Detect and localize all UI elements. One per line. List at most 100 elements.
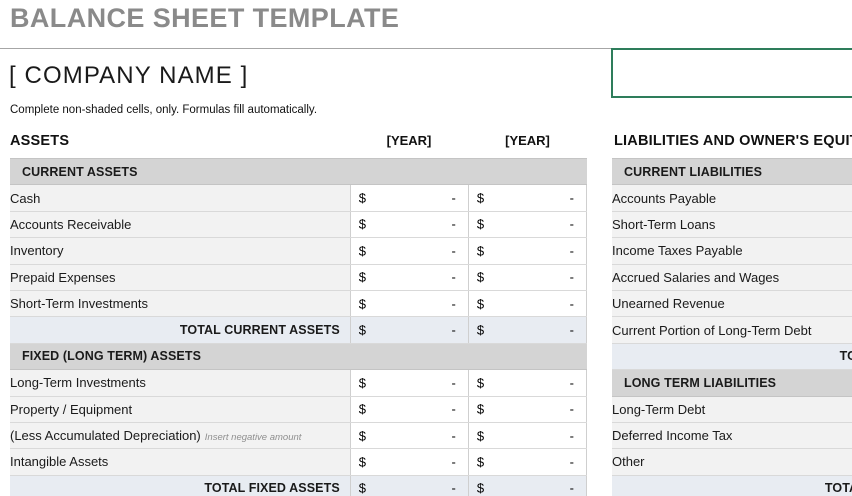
row-label-cell[interactable]: Accounts Receivable [10,210,351,239]
currency-symbol: $ [358,190,367,206]
amount-value: - [451,269,456,285]
table-row: Inventory $ - $ - [10,237,588,265]
row-label-cell[interactable]: Accrued Salaries and Wages [612,263,852,291]
row-label-cell[interactable]: Accounts Payable [612,184,852,212]
currency-symbol: $ [476,322,485,338]
row-label-cell[interactable]: Long-Term Investments [10,369,351,397]
amount-value: - [451,375,456,391]
row-label-cell[interactable]: Cash [10,184,351,212]
amount-cell-1[interactable]: $ - [349,474,469,496]
amount-cell-2[interactable]: $ - [467,289,588,318]
row-label-cell[interactable]: Inventory [10,237,351,265]
row-label-cell: FIXED (LONG TERM) ASSETS [10,342,351,371]
currency-symbol: $ [358,296,367,312]
page-title: BALANCE SHEET TEMPLATE [10,3,400,33]
row-label-cell[interactable]: Current Portion of Long-Term Debt [612,316,852,344]
row-label-cell[interactable]: Property / Equipment [10,395,351,423]
amount-value: - [451,296,456,312]
row-label: Long-Term Debt [612,401,706,417]
amount-cell-2[interactable]: $ - [467,395,588,423]
liabilities-heading: LIABILITIES AND OWNER'S EQUITY [614,133,852,149]
row-label-cell: TOTAL CURRENT LIABILITIES [612,342,852,371]
amount-cell-2[interactable]: $ - [467,316,588,344]
amount-cell-1[interactable]: $ - [349,395,469,423]
amount-cell-2[interactable]: $ - [467,474,588,496]
row-label: Inventory [10,243,64,259]
row-label-cell[interactable]: Other [612,448,852,476]
amount-cell-1[interactable]: $ - [349,369,469,397]
logo-placeholder-box[interactable] [611,48,852,98]
row-label-cell[interactable]: Short-Term Loans [612,210,852,239]
currency-symbol: $ [358,216,367,232]
amount-cell-1[interactable]: $ - [349,263,469,291]
amount-cell-2[interactable]: $ - [467,210,588,239]
currency-symbol: $ [358,243,367,259]
row-label-cell[interactable]: (Less Accumulated Depreciation) Insert ne… [10,421,351,450]
table-row: Long-Term Debt [612,395,852,423]
currency-symbol: $ [476,401,485,417]
amount-value: - [451,401,456,417]
amount-cell-1[interactable]: $ - [349,289,469,318]
amount-value: - [569,454,574,470]
row-label: Cash [10,190,41,206]
currency-symbol: $ [476,454,485,470]
table-row: Cash $ - $ - [10,184,588,212]
amount-cell-2[interactable]: $ - [467,369,588,397]
year-header-2[interactable]: [YEAR] [505,133,550,148]
row-label-cell[interactable]: Prepaid Expenses [10,263,351,291]
instructions-text: Complete non-shaded cells, only. Formula… [10,104,318,116]
row-label-cell[interactable]: Intangible Assets [10,448,351,476]
total-row: TOTAL CURRENT LIABILITIES [612,342,852,371]
section-header-row: CURRENT LIABILITIES [612,157,852,186]
amount-cell-1[interactable]: $ - [349,237,469,265]
row-label: TOTAL LONG-TERM LIABILITIES [824,481,852,496]
amount-cell-2[interactable]: $ - [467,421,588,450]
row-label-cell: CURRENT ASSETS [10,157,351,186]
currency-symbol: $ [476,296,485,312]
currency-symbol: $ [358,401,367,417]
table-row: Unearned Revenue [612,289,852,318]
row-label: Unearned Revenue [612,296,725,312]
amount-value: - [451,322,456,338]
amount-value: - [451,480,456,496]
row-label: Other [612,454,645,470]
currency-symbol: $ [358,375,367,391]
row-label: Property / Equipment [10,401,133,417]
row-label-cell[interactable]: Long-Term Debt [612,395,852,423]
company-name-field[interactable]: [ COMPANY NAME ] [9,62,249,89]
amount-cell-1[interactable]: $ - [349,448,469,476]
row-label-cell[interactable]: Unearned Revenue [612,289,852,318]
currency-symbol: $ [476,375,485,391]
amount-cell-2[interactable]: $ - [467,237,588,265]
table-row: Short-Term Investments $ - $ - [10,289,588,318]
row-label: Long-Term Investments [10,375,146,391]
row-label: TOTAL FIXED ASSETS [204,481,340,496]
row-label: Intangible Assets [10,454,109,470]
row-label-cell[interactable]: Deferred Income Tax [612,421,852,450]
row-label: Prepaid Expenses [10,269,116,285]
currency-symbol: $ [358,454,367,470]
section-header-row: CURRENT ASSETS [10,157,587,186]
currency-symbol: $ [476,216,485,232]
table-row: Income Taxes Payable [612,237,852,265]
amount-cell-1[interactable]: $ - [349,316,469,344]
amount-value: - [569,322,574,338]
row-label: Accounts Payable [612,190,717,206]
amount-value: - [569,480,574,496]
amount-cell-2[interactable]: $ - [467,263,588,291]
currency-symbol: $ [476,269,485,285]
section-header-row: FIXED (LONG TERM) ASSETS [10,342,587,371]
table-row: Other [612,448,852,476]
amount-value: - [569,428,574,444]
amount-cell-1[interactable]: $ - [349,210,469,239]
amount-cell-1[interactable]: $ - [349,421,469,450]
row-label-cell[interactable]: Short-Term Investments [10,289,351,318]
row-label: Short-Term Investments [10,296,148,312]
amount-cell-2[interactable]: $ - [467,448,588,476]
amount-cell-1[interactable]: $ - [349,184,469,212]
row-label-cell[interactable]: Income Taxes Payable [612,237,852,265]
amount-cell-2[interactable]: $ - [467,184,588,212]
year-header-1[interactable]: [YEAR] [386,133,432,148]
amount-value: - [451,243,456,259]
